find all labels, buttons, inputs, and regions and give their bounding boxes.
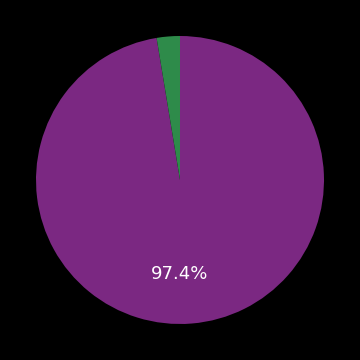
Text: 97.4%: 97.4% — [151, 265, 209, 283]
Wedge shape — [36, 36, 324, 324]
Wedge shape — [157, 36, 180, 180]
